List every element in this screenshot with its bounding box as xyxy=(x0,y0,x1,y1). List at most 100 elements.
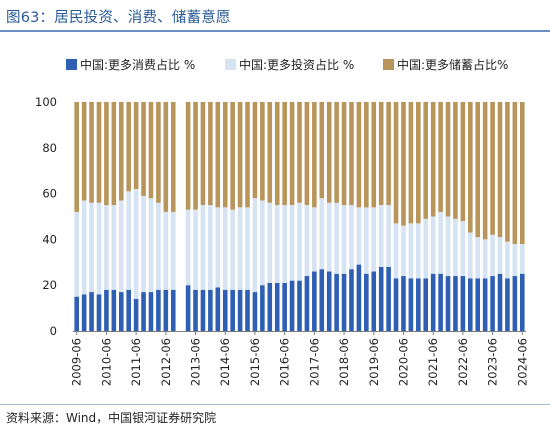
bar-segment-invest xyxy=(408,223,414,279)
bar-segment-invest xyxy=(208,205,213,290)
bar-segment-save xyxy=(148,102,154,199)
chart-legend: 中国:更多消费占比 % 中国:更多投资占比 % 中国:更多储蓄占比% xyxy=(66,57,508,72)
bar-segment-invest xyxy=(260,200,265,286)
bar-segment-save xyxy=(408,102,414,224)
bar-segment-consume xyxy=(170,289,176,331)
bar-segment-save xyxy=(230,102,235,210)
bar-segment-invest xyxy=(297,202,302,281)
bar-segment-invest xyxy=(393,223,399,279)
bar-segment-invest xyxy=(118,200,124,293)
bar-segment-invest xyxy=(81,200,87,295)
bar-segment-consume xyxy=(185,285,191,331)
bar-segment-invest xyxy=(304,205,310,277)
bar-segment-consume xyxy=(490,276,495,331)
bar-segment-consume xyxy=(274,282,280,331)
bar-segment-consume xyxy=(245,289,250,331)
bar-segment-invest xyxy=(111,205,117,290)
bar-segment-consume xyxy=(215,287,221,331)
legend-label-save: 中国:更多储蓄占比% xyxy=(397,57,508,72)
bar-segment-invest xyxy=(245,207,250,290)
bar-segment-invest xyxy=(423,218,429,279)
bar-segment-consume xyxy=(468,278,473,331)
bar-segment-save xyxy=(334,102,339,203)
y-tick-label: 20 xyxy=(42,278,57,292)
bar-segment-save xyxy=(267,102,273,203)
bar-segment-invest xyxy=(401,225,406,277)
bar-segment-consume xyxy=(386,266,391,331)
bar-segment-consume xyxy=(430,273,436,331)
x-tick-label: 2013-06 xyxy=(189,338,203,386)
bar-segment-save xyxy=(341,102,347,206)
bar-segment-consume xyxy=(289,280,295,331)
bar-segment-save xyxy=(260,102,265,201)
bar-segment-consume xyxy=(96,294,102,331)
bar-segment-save xyxy=(126,102,131,192)
bar-segment-consume xyxy=(81,294,87,331)
bar-segment-save xyxy=(497,102,503,238)
bar-segment-save xyxy=(222,102,228,208)
bar-segment-consume xyxy=(222,289,228,331)
bar-segment-save xyxy=(118,102,124,201)
bar-segment-save xyxy=(475,102,481,238)
bar-segment-save xyxy=(74,102,80,212)
bar-segment-invest xyxy=(312,207,317,272)
legend-swatch-save xyxy=(383,59,394,70)
bar-segment-consume xyxy=(423,278,429,331)
bar-segment-invest xyxy=(193,209,198,290)
y-tick-label: 80 xyxy=(42,141,57,155)
bar-segment-save xyxy=(252,102,258,199)
bar-segment-save xyxy=(490,102,495,235)
bar-segment-save xyxy=(326,102,332,203)
bar-segment-save xyxy=(81,102,87,201)
bar-segment-invest xyxy=(512,243,518,277)
bar-segment-save xyxy=(393,102,399,224)
bar-segment-consume xyxy=(118,292,124,331)
bar-segment-save xyxy=(193,102,198,210)
bar-segment-invest xyxy=(200,205,206,290)
bar-segment-consume xyxy=(445,276,451,331)
bar-segment-invest xyxy=(497,237,503,274)
bar-segment-save xyxy=(274,102,280,206)
bar-segment-invest xyxy=(148,198,154,293)
bar-segment-invest xyxy=(519,243,525,274)
bar-segment-invest xyxy=(371,207,377,272)
bar-segment-invest xyxy=(133,189,139,299)
bar-segment-save xyxy=(282,102,287,206)
x-tick-label: 2012-06 xyxy=(159,338,173,386)
x-tick-label: 2015-06 xyxy=(248,338,262,386)
bar-segment-invest xyxy=(163,211,169,290)
bar-segment-invest xyxy=(170,211,176,290)
x-tick-label: 2018-06 xyxy=(337,338,351,386)
x-tick-label: 2022-06 xyxy=(456,338,470,386)
bar-segment-consume xyxy=(349,269,354,331)
bar-segment-invest xyxy=(252,198,258,293)
bar-segment-invest xyxy=(326,202,332,272)
bar-segment-consume xyxy=(267,282,273,331)
bar-segment-consume xyxy=(260,285,265,331)
bar-segment-save xyxy=(170,102,176,212)
bar-segment-consume xyxy=(163,289,169,331)
bar-segment-save xyxy=(141,102,146,196)
bar-segment-invest xyxy=(319,198,325,270)
y-tick-label: 60 xyxy=(42,187,57,201)
x-tick-label: 2016-06 xyxy=(278,338,292,386)
bar-segment-save xyxy=(519,102,525,244)
x-tick-label: 2020-06 xyxy=(396,338,410,386)
bar-segment-save xyxy=(468,102,473,233)
bar-segment-save xyxy=(104,102,109,206)
legend-label-consume: 中国:更多消费占比 % xyxy=(80,57,195,72)
bar-segment-invest xyxy=(475,237,481,279)
bar-segment-consume xyxy=(356,264,362,331)
bar-segment-save xyxy=(289,102,295,206)
bar-segment-invest xyxy=(104,205,109,290)
bar-segment-consume xyxy=(416,278,421,331)
x-tick-label: 2019-06 xyxy=(367,338,381,386)
bar-segment-consume xyxy=(282,282,287,331)
legend-swatch-consume xyxy=(66,59,77,70)
stacked-bar-chart: 中国:更多消费占比 % 中国:更多投资占比 % 中国:更多储蓄占比% 0 20 40… xyxy=(35,57,529,386)
bar-segment-save xyxy=(349,102,354,206)
bar-segment-consume xyxy=(148,292,154,331)
bar-segment-invest xyxy=(215,207,221,288)
bar-segment-invest xyxy=(156,202,161,290)
bar-segment-consume xyxy=(438,273,443,331)
